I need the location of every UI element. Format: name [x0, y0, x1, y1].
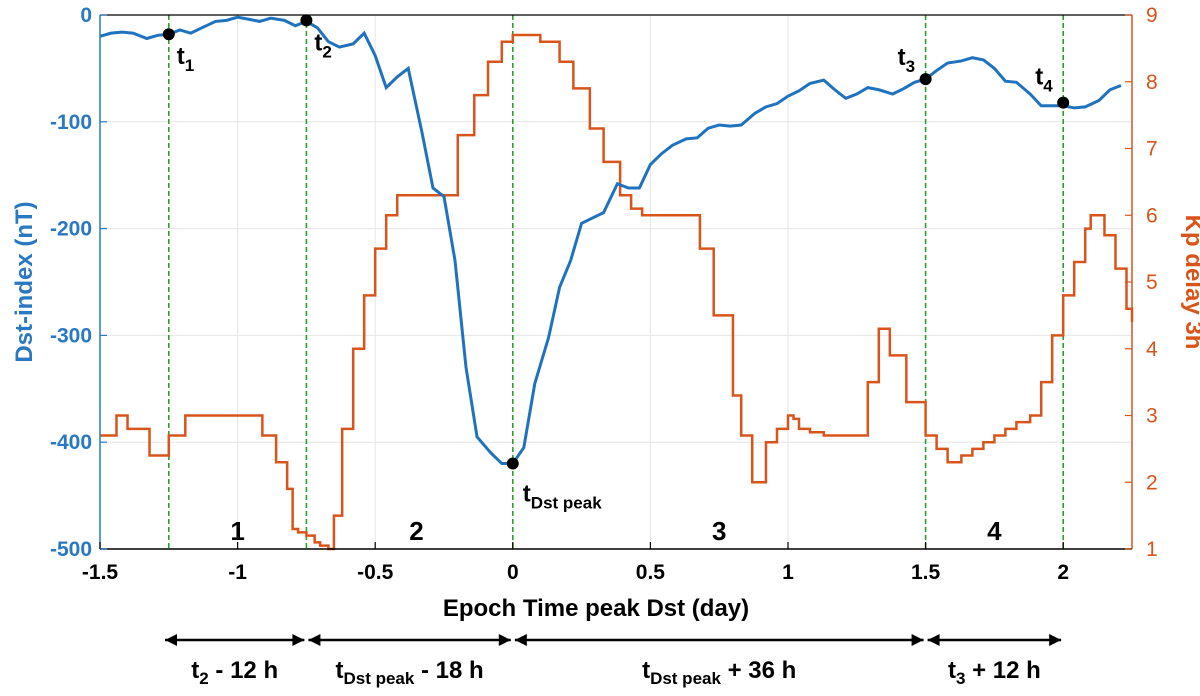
span-arrowhead-right [498, 634, 511, 646]
x-tick-label: 0 [507, 561, 519, 584]
event-marker-label: t4 [1035, 64, 1053, 96]
event-marker-label: t1 [177, 43, 194, 75]
y-right-tick-label: 3 [1146, 405, 1158, 428]
span-arrowhead-right [292, 634, 305, 646]
tick-labels: -1.5 -1 -0.5 0 0.5 1 1.5 2 0 -100 -200 -300 -400 -500… [50, 4, 1158, 584]
span-arrowhead-left [308, 634, 321, 646]
region-labels: 1 2 3 4 [230, 516, 1002, 546]
y-left-tick-label: -400 [50, 431, 92, 454]
span-label: t3 + 12 h [948, 657, 1041, 688]
span-arrowhead-left [165, 634, 177, 646]
y-right-tick-label: 4 [1146, 338, 1158, 361]
event-marker-label: t3 [898, 44, 915, 76]
y-right-tick-label: 7 [1146, 138, 1158, 161]
y-left-tick-label: -100 [50, 111, 92, 134]
plot-area [100, 15, 1132, 549]
span-arrowhead-right [1049, 634, 1062, 646]
y-left-tick-label: 0 [80, 4, 92, 27]
region-label: 4 [987, 516, 1002, 546]
span-arrowhead-left [514, 634, 527, 646]
span-label: tDst peak + 36 h [642, 657, 796, 688]
span-label: t2 - 12 h [191, 657, 278, 688]
y-right-tick-label: 5 [1146, 271, 1158, 294]
span-label: tDst peak - 18 h [335, 657, 483, 688]
y-right-tick-label: 6 [1146, 204, 1158, 227]
x-tick-label: 0.5 [636, 561, 666, 584]
span-arrowhead-right [911, 634, 924, 646]
event-marker [162, 28, 175, 41]
region-label: 3 [712, 516, 726, 546]
event-marker-label: tDst peak [523, 481, 602, 513]
x-tick-label: 1 [782, 561, 794, 584]
event-markers: t1 t2 tDst peak t3 t4 [162, 14, 1070, 513]
span-arrowhead-left [927, 634, 940, 646]
y-axis-right-label: Kp delay 3h [1180, 215, 1200, 350]
event-marker [1057, 96, 1070, 109]
x-tick-label: -0.5 [357, 561, 394, 584]
event-marker [919, 73, 932, 86]
y-left-tick-label: -200 [50, 218, 92, 241]
y-left-tick-label: -500 [50, 538, 92, 561]
kp-series-line [100, 33, 1134, 551]
y-right-tick-label: 8 [1146, 71, 1158, 94]
event-marker [300, 14, 313, 27]
region-label: 1 [230, 516, 244, 546]
dst-series-line [99, 15, 1122, 466]
time-spans: t2 - 12 h tDst peak - 18 h tDst peak + 36 … [165, 634, 1062, 688]
x-tick-label: 2 [1057, 561, 1069, 584]
x-tick-label: -1 [228, 561, 247, 584]
x-tick-label: -1.5 [82, 561, 119, 584]
y-left-tick-label: -300 [50, 324, 92, 347]
y-axis-left-label: Dst-index (nT) [11, 201, 38, 362]
region-label: 2 [409, 516, 423, 546]
event-marker [506, 457, 519, 470]
x-tick-label: 1.5 [911, 561, 941, 584]
y-right-tick-label: 2 [1146, 471, 1158, 494]
event-marker-label: t2 [314, 29, 331, 61]
y-right-tick-label: 1 [1146, 538, 1158, 561]
x-axis-label: Epoch Time peak Dst (day) [443, 595, 749, 622]
y-right-tick-label: 9 [1146, 4, 1158, 27]
